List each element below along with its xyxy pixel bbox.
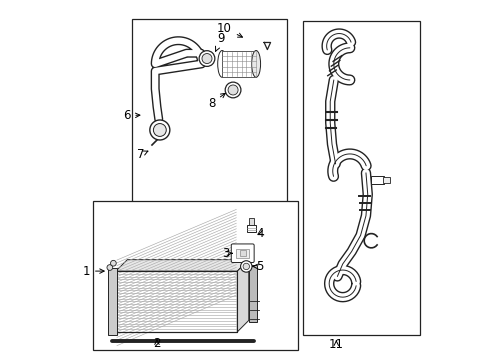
Text: 8: 8 — [207, 93, 225, 110]
Circle shape — [107, 265, 112, 270]
Text: 9: 9 — [215, 32, 224, 51]
Circle shape — [149, 120, 169, 140]
Bar — [108, 268, 117, 335]
Polygon shape — [116, 260, 248, 271]
Bar — [116, 271, 237, 332]
Circle shape — [225, 82, 241, 98]
Bar — [370, 176, 383, 184]
FancyBboxPatch shape — [231, 244, 254, 262]
Circle shape — [240, 261, 251, 272]
Bar — [236, 249, 248, 258]
Ellipse shape — [251, 50, 260, 77]
Circle shape — [243, 263, 249, 270]
Text: 4: 4 — [256, 227, 264, 240]
Bar — [382, 177, 389, 183]
Ellipse shape — [217, 50, 226, 77]
Text: 6: 6 — [122, 109, 140, 122]
Bar — [240, 250, 245, 256]
Bar — [132, 19, 287, 210]
Bar — [303, 21, 419, 336]
Bar — [248, 218, 254, 225]
Bar — [93, 202, 298, 350]
Bar — [247, 225, 255, 232]
Text: 11: 11 — [328, 338, 343, 351]
Circle shape — [199, 51, 214, 66]
Circle shape — [227, 85, 238, 95]
Text: 10: 10 — [217, 22, 242, 37]
Circle shape — [110, 260, 116, 266]
Bar — [222, 50, 256, 77]
Circle shape — [153, 123, 166, 136]
Text: 2: 2 — [153, 337, 161, 350]
Text: 7: 7 — [137, 148, 147, 161]
Bar — [248, 265, 256, 322]
Polygon shape — [237, 260, 248, 332]
Bar — [116, 271, 237, 332]
Circle shape — [202, 54, 212, 64]
Text: 5: 5 — [252, 260, 264, 273]
Text: 1: 1 — [82, 265, 104, 278]
Text: 3: 3 — [222, 247, 232, 260]
